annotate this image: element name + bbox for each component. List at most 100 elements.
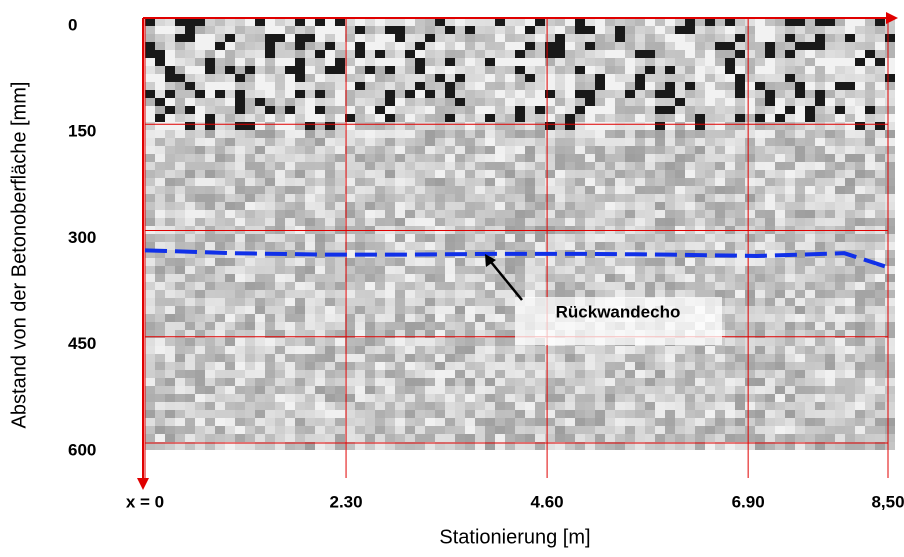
scan-cell bbox=[685, 82, 695, 90]
scan-cell bbox=[815, 18, 825, 26]
scan-cell bbox=[625, 162, 635, 170]
scan-cell bbox=[205, 274, 215, 282]
scan-cell bbox=[185, 146, 195, 154]
scan-cell bbox=[765, 210, 775, 218]
scan-cell bbox=[795, 290, 805, 298]
scan-cell bbox=[385, 98, 395, 106]
scan-cell bbox=[195, 82, 205, 90]
scan-cell bbox=[865, 298, 875, 306]
scan-cell bbox=[435, 90, 445, 98]
scan-cell bbox=[775, 50, 785, 58]
scan-cell bbox=[485, 378, 495, 386]
scan-cell bbox=[375, 290, 385, 298]
scan-cell bbox=[655, 370, 665, 378]
scan-cell bbox=[315, 194, 325, 202]
scan-cell bbox=[445, 114, 455, 122]
scan-cell bbox=[455, 74, 465, 82]
scan-cell bbox=[815, 314, 825, 322]
scan-cell bbox=[285, 346, 295, 354]
scan-cell bbox=[525, 106, 535, 114]
scan-cell bbox=[835, 346, 845, 354]
scan-cell bbox=[675, 202, 685, 210]
scan-cell bbox=[195, 322, 205, 330]
scan-cell bbox=[265, 138, 275, 146]
scan-cell bbox=[715, 138, 725, 146]
scan-cell bbox=[385, 322, 395, 330]
scan-cell bbox=[625, 82, 635, 90]
scan-cell bbox=[665, 378, 675, 386]
scan-cell bbox=[725, 66, 735, 74]
scan-cell bbox=[745, 106, 755, 114]
scan-cell bbox=[815, 306, 825, 314]
scan-cell bbox=[625, 122, 635, 130]
scan-cell bbox=[685, 370, 695, 378]
scan-cell bbox=[185, 66, 195, 74]
scan-cell bbox=[705, 370, 715, 378]
scan-cell bbox=[315, 58, 325, 66]
scan-cell bbox=[175, 42, 185, 50]
scan-cell bbox=[255, 82, 265, 90]
scan-cell bbox=[745, 274, 755, 282]
scan-cell bbox=[235, 266, 245, 274]
scan-cell bbox=[685, 114, 695, 122]
scan-cell bbox=[435, 354, 445, 362]
scan-cell bbox=[725, 234, 735, 242]
scan-cell bbox=[325, 130, 335, 138]
scan-cell bbox=[635, 202, 645, 210]
scan-cell bbox=[675, 282, 685, 290]
scan-cell bbox=[875, 82, 885, 90]
scan-cell bbox=[605, 202, 615, 210]
scan-cell bbox=[325, 114, 335, 122]
scan-cell bbox=[845, 378, 855, 386]
scan-cell bbox=[415, 50, 425, 58]
scan-cell bbox=[325, 82, 335, 90]
scan-cell bbox=[525, 50, 535, 58]
scan-cell bbox=[455, 98, 465, 106]
scan-cell bbox=[395, 138, 405, 146]
scan-cell bbox=[635, 362, 645, 370]
scan-cell bbox=[255, 266, 265, 274]
scan-cell bbox=[725, 298, 735, 306]
scan-cell bbox=[805, 290, 815, 298]
scan-cell bbox=[435, 258, 445, 266]
scan-cell bbox=[365, 434, 375, 442]
scan-cell bbox=[435, 322, 445, 330]
scan-cell bbox=[525, 434, 535, 442]
scan-cell bbox=[265, 410, 275, 418]
scan-cell bbox=[755, 306, 765, 314]
scan-cell bbox=[655, 386, 665, 394]
scan-cell bbox=[185, 418, 195, 426]
scan-cell bbox=[175, 322, 185, 330]
scan-cell bbox=[445, 146, 455, 154]
scan-cell bbox=[215, 234, 225, 242]
scan-cell bbox=[175, 130, 185, 138]
scan-cell bbox=[145, 138, 155, 146]
scan-cell bbox=[695, 258, 705, 266]
scan-cell bbox=[885, 346, 895, 354]
scan-cell bbox=[425, 306, 435, 314]
scan-cell bbox=[705, 130, 715, 138]
scan-cell bbox=[385, 402, 395, 410]
scan-cell bbox=[455, 50, 465, 58]
scan-cell bbox=[865, 34, 875, 42]
scan-cell bbox=[515, 114, 525, 122]
scan-cell bbox=[485, 50, 495, 58]
scan-cell bbox=[375, 178, 385, 186]
scan-cell bbox=[165, 410, 175, 418]
scan-cell bbox=[865, 394, 875, 402]
scan-cell bbox=[795, 242, 805, 250]
scan-cell bbox=[425, 114, 435, 122]
scan-cell bbox=[465, 274, 475, 282]
scan-cell bbox=[665, 394, 675, 402]
scan-cell bbox=[815, 362, 825, 370]
scan-cell bbox=[215, 338, 225, 346]
scan-cell bbox=[415, 258, 425, 266]
scan-cell bbox=[535, 178, 545, 186]
scan-cell bbox=[825, 234, 835, 242]
scan-cell bbox=[885, 42, 895, 50]
scan-cell bbox=[745, 170, 755, 178]
scan-cell bbox=[645, 146, 655, 154]
scan-cell bbox=[615, 354, 625, 362]
scan-cell bbox=[665, 18, 675, 26]
scan-cell bbox=[765, 50, 775, 58]
